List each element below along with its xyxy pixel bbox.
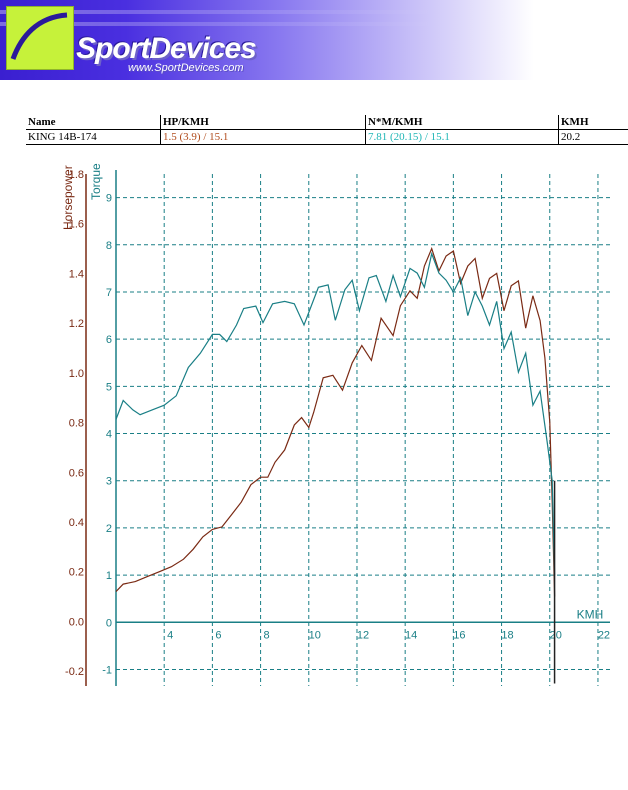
run-torque: 7.81 (20.15) / 15.1 bbox=[365, 129, 559, 145]
y-right-tick-label: 1 bbox=[106, 570, 112, 582]
y-left-tick-label: -0.2 bbox=[65, 666, 84, 678]
y-right-tick-label: 2 bbox=[106, 523, 112, 535]
y-left-axis-label: Horsepower bbox=[61, 165, 75, 230]
chart-ticks: -0.20.00.20.40.60.81.01.21.41.61.8-10123… bbox=[65, 169, 610, 678]
y-left-tick-label: 1.8 bbox=[69, 169, 84, 181]
y-right-tick-label: -1 bbox=[102, 664, 112, 676]
banner-stripe bbox=[0, 22, 628, 26]
info-header-row: Name HP/KMH N*M/KMH KMH bbox=[26, 115, 628, 130]
brand-name: SportDevices bbox=[76, 32, 257, 65]
power-torque-chart: -0.20.00.20.40.60.81.01.21.41.61.8-10123… bbox=[61, 163, 610, 686]
y-right-tick-label: 9 bbox=[106, 193, 112, 205]
x-tick-label: 20 bbox=[550, 629, 562, 641]
y-left-tick-label: 0.2 bbox=[69, 567, 84, 579]
run-name: KING 14B-174 bbox=[26, 129, 161, 145]
logo-curve-icon bbox=[10, 12, 68, 60]
y-right-tick-label: 7 bbox=[106, 287, 112, 299]
x-tick-label: 18 bbox=[501, 629, 513, 641]
series-line-horsepower bbox=[115, 246, 556, 597]
x-tick-label: 10 bbox=[309, 629, 321, 641]
header-banner: SportDevices www.SportDevices.com bbox=[0, 0, 628, 80]
y-right-tick-label: 3 bbox=[106, 476, 112, 488]
banner-stripe bbox=[0, 10, 628, 14]
y-right-axis-label: Torque bbox=[89, 163, 103, 200]
header-kmh: KMH bbox=[558, 115, 628, 130]
x-tick-label: 4 bbox=[167, 629, 173, 641]
chart-series bbox=[115, 246, 556, 684]
y-left-tick-label: 0.8 bbox=[69, 418, 84, 430]
info-data-row: KING 14B-174 1.5 (3.9) / 15.1 7.81 (20.1… bbox=[26, 129, 628, 145]
x-tick-label: 12 bbox=[357, 629, 369, 641]
run-hp: 1.5 (3.9) / 15.1 bbox=[160, 129, 366, 145]
logo-icon bbox=[6, 6, 74, 70]
run-kmh: 20.2 bbox=[558, 129, 628, 145]
chart-grid bbox=[116, 174, 610, 686]
brand-url: www.SportDevices.com bbox=[128, 62, 244, 74]
header-hp: HP/KMH bbox=[160, 115, 366, 130]
y-left-tick-label: 1.4 bbox=[69, 268, 84, 280]
x-tick-label: 16 bbox=[453, 629, 465, 641]
y-left-tick-label: 1.2 bbox=[69, 318, 84, 330]
info-table: Name HP/KMH N*M/KMH KMH KING 14B-174 1.5… bbox=[26, 115, 628, 145]
x-tick-label: 8 bbox=[264, 629, 270, 641]
y-left-tick-label: 0.4 bbox=[69, 517, 84, 529]
y-right-tick-label: 0 bbox=[106, 617, 112, 629]
x-tick-label: 6 bbox=[215, 629, 221, 641]
y-left-tick-label: 0.0 bbox=[69, 616, 84, 628]
y-right-tick-label: 6 bbox=[106, 334, 112, 346]
y-right-tick-label: 5 bbox=[106, 381, 112, 393]
y-left-tick-label: 1.0 bbox=[69, 368, 84, 380]
header-torque: N*M/KMH bbox=[365, 115, 559, 130]
x-axis-label: KMH bbox=[577, 607, 604, 621]
x-tick-label: 14 bbox=[405, 629, 417, 641]
y-right-tick-label: 4 bbox=[106, 429, 112, 441]
y-right-tick-label: 8 bbox=[106, 240, 112, 252]
header-name: Name bbox=[26, 115, 161, 130]
x-tick-label: 22 bbox=[598, 629, 610, 641]
y-left-tick-label: 0.6 bbox=[69, 467, 84, 479]
series-line-torque bbox=[115, 251, 556, 576]
y-left-tick-label: 1.6 bbox=[69, 219, 84, 231]
chart-axes bbox=[85, 170, 610, 686]
